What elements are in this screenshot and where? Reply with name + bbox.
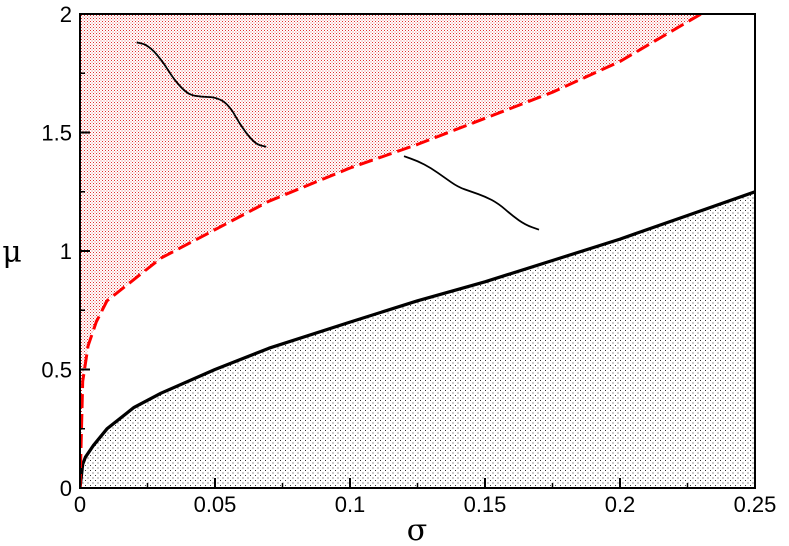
x-tick-label-3: 0.15 — [464, 492, 507, 517]
y-axis: 0 0.5 1 1.5 2 — [41, 2, 90, 501]
x-tick-label-5: 0.25 — [734, 492, 777, 517]
series-2-line — [80, 14, 702, 488]
x-tick-label-1: 0.05 — [194, 492, 237, 517]
y-tick-label-1: 0.5 — [41, 358, 72, 383]
annotation-curve-1 — [136, 41, 267, 148]
y-axis-label: μ — [2, 235, 22, 270]
x-axis: 0 0.05 0.1 0.15 0.2 0.25 — [74, 478, 777, 517]
series-2-fill-region — [80, 14, 701, 488]
y-tick-label-0: 0 — [60, 476, 72, 501]
y-tick-label-2: 1 — [60, 239, 72, 264]
y-tick-label-4: 2 — [60, 2, 72, 27]
y-tick-label-3: 1.5 — [41, 121, 72, 146]
x-tick-label-0: 0 — [74, 492, 86, 517]
x-tick-label-4: 0.2 — [605, 492, 636, 517]
annotation-curve-2 — [403, 155, 540, 231]
x-axis-label: σ — [407, 513, 427, 546]
x-tick-label-2: 0.1 — [335, 492, 366, 517]
series-1-line — [80, 190, 755, 488]
series-1-fill-region — [80, 191, 755, 488]
